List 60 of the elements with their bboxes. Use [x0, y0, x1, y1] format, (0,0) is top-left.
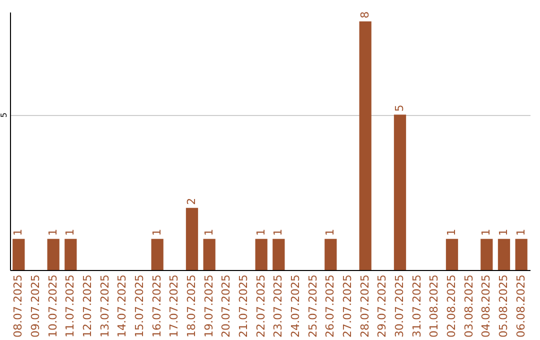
x-tick-label: 09.07.2025 — [29, 274, 42, 338]
x-tick-label: 21.07.2025 — [237, 274, 250, 338]
x-tick-label: 02.08.2025 — [445, 274, 458, 338]
data-label: 1 — [254, 228, 268, 236]
bar — [64, 238, 77, 270]
bar — [394, 114, 406, 270]
data-label: 1 — [12, 228, 25, 236]
bar — [272, 238, 285, 270]
x-tick-label: 18.07.2025 — [185, 274, 198, 338]
x-tick-label: 30.07.2025 — [393, 274, 406, 338]
x-tick-label: 19.07.2025 — [202, 274, 216, 338]
x-tick-label: 11.07.2025 — [64, 274, 77, 338]
x-tick-label: 28.07.2025 — [358, 274, 372, 338]
bar — [480, 238, 493, 270]
data-label: 1 — [46, 228, 60, 236]
data-label: 1 — [272, 228, 285, 236]
bar — [446, 238, 458, 270]
data-label: 8 — [358, 11, 372, 18]
data-label: 1 — [480, 228, 493, 236]
x-tick-label: 17.07.2025 — [168, 274, 181, 338]
x-tick-label: 01.08.2025 — [428, 274, 441, 338]
data-label: 2 — [185, 198, 198, 205]
data-label: 1 — [324, 228, 337, 236]
bar — [203, 238, 216, 270]
x-tick-label: 25.07.2025 — [306, 274, 320, 338]
x-tick-label: 16.07.2025 — [150, 274, 164, 338]
data-label: 1 — [514, 228, 528, 236]
data-label: 1 — [202, 228, 216, 236]
bar — [498, 238, 510, 270]
x-tick-label: 05.08.2025 — [497, 274, 510, 338]
bar — [359, 21, 372, 270]
data-label: 5 — [393, 104, 406, 112]
bar — [12, 238, 25, 270]
x-tick-label: 13.07.2025 — [98, 274, 112, 338]
x-tick-label: 15.07.2025 — [133, 274, 146, 338]
data-label: 1 — [64, 228, 77, 236]
data-label: 1 — [150, 228, 164, 236]
x-tick-label: 23.07.2025 — [272, 274, 285, 338]
x-tick-label: 31.07.2025 — [410, 274, 424, 338]
x-tick-label: 20.07.2025 — [220, 274, 233, 338]
x-tick-label: 27.07.2025 — [341, 274, 354, 338]
x-tick-label: 12.07.2025 — [81, 274, 94, 338]
x-tick-label: 24.07.2025 — [289, 274, 302, 338]
x-tick-label: 06.08.2025 — [514, 274, 528, 338]
bar — [515, 238, 528, 270]
x-tick-label: 22.07.2025 — [254, 274, 268, 338]
data-label: 1 — [497, 228, 510, 236]
x-tick-label: 04.08.2025 — [480, 274, 493, 338]
x-tick-label: 08.07.2025 — [12, 274, 25, 338]
x-tick-label: 10.07.2025 — [46, 274, 60, 338]
data-label: 1 — [445, 228, 458, 236]
bar — [324, 238, 337, 270]
bar — [151, 238, 164, 270]
x-tick-label: 26.07.2025 — [324, 274, 337, 338]
bar — [47, 238, 60, 270]
x-tick-label: 03.08.2025 — [462, 274, 476, 338]
x-tick-label: 29.07.2025 — [376, 274, 389, 338]
x-tick-label: 14.07.2025 — [116, 274, 129, 338]
bar — [186, 208, 198, 270]
bar — [255, 238, 268, 270]
